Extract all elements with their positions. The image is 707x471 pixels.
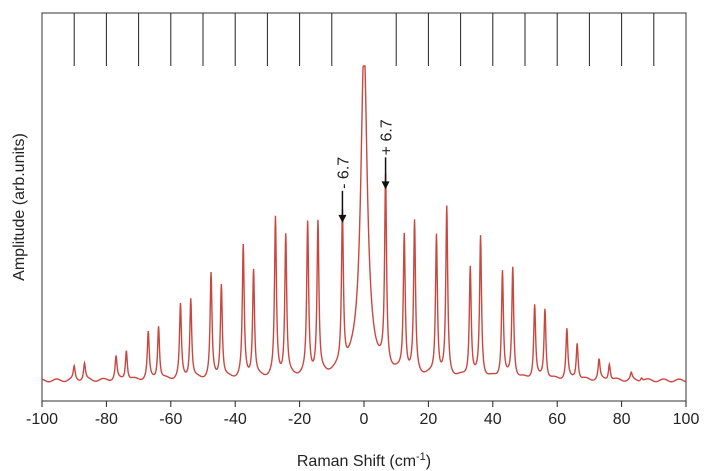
x-tick-label: 80 — [613, 411, 631, 428]
x-tick-label: 60 — [548, 411, 566, 428]
x-tick-label: 0 — [360, 411, 369, 428]
x-tick-label: 40 — [484, 411, 502, 428]
annotation-label: - 6.7 — [335, 157, 352, 189]
x-tick-label: -100 — [26, 411, 58, 428]
y-axis-label: Amplitude (arb.units) — [11, 133, 28, 281]
x-tick-label: 20 — [420, 411, 438, 428]
annotation-label: + 6.7 — [379, 119, 396, 155]
x-tick-label: 100 — [673, 411, 700, 428]
plot-frame — [41, 12, 687, 402]
x-tick-label: -40 — [224, 411, 247, 428]
x-tick-label: -60 — [159, 411, 182, 428]
spectrum-line — [41, 65, 687, 383]
annotation-arrowhead — [338, 214, 347, 223]
x-axis-label: Raman Shift (cm-1) — [297, 451, 431, 470]
x-tick-label: -20 — [288, 411, 311, 428]
top-marker-ticks — [73, 13, 655, 66]
annotation-arrowhead — [381, 181, 390, 190]
annotations: - 6.7 + 6.7 — [335, 119, 396, 223]
x-tick-label: -80 — [95, 411, 118, 428]
x-axis-ticks: -100 -80 -60 -40 -20 0 20 40 60 80 100 — [26, 401, 699, 428]
